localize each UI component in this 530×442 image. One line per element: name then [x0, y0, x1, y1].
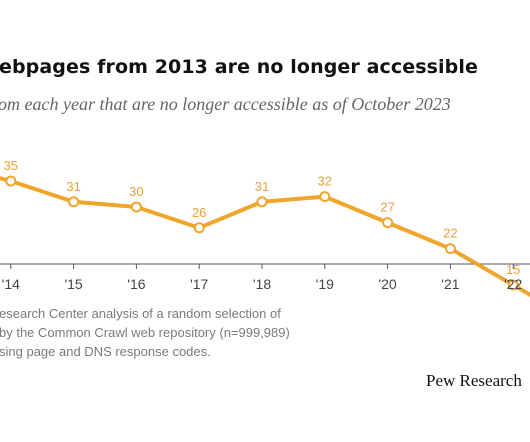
x-tick-label: '18: [253, 276, 271, 292]
x-tick-label: '14: [2, 276, 20, 292]
line-chart: 35 31 30 26 31 32 27 22 15 '14 '15 '16 '17 '18 '19 '20…: [0, 158, 530, 298]
x-tick-label: '15: [64, 276, 82, 292]
chart-title: ebpages from 2013 are no longer accessib…: [0, 56, 478, 78]
data-label: 32: [318, 174, 332, 189]
data-point: [68, 196, 80, 208]
data-label: 27: [380, 200, 394, 215]
data-labels: 35 31 30 26 31 32 27 22 15: [4, 158, 521, 277]
data-label: 31: [255, 179, 269, 194]
source-brand: Pew Research: [426, 371, 522, 390]
data-point: [444, 243, 456, 255]
x-tick-label: '16: [127, 276, 145, 292]
data-label: 26: [192, 205, 206, 220]
note-line-1: esearch Center analysis of a random sele…: [0, 306, 281, 321]
data-point: [382, 217, 394, 229]
chart-subtitle: om each year that are no longer accessib…: [0, 94, 451, 114]
note-line-2: by the Common Crawl web repository (n=99…: [0, 325, 290, 340]
data-point: [193, 222, 205, 234]
data-point: [507, 279, 519, 291]
x-tick-label: '19: [316, 276, 334, 292]
x-tick-label: '22: [504, 276, 522, 292]
data-point: [130, 201, 142, 213]
data-point: [5, 175, 17, 187]
x-axis-ticks: [10, 264, 514, 269]
data-label: 31: [66, 179, 80, 194]
data-point: [319, 191, 331, 203]
note-line-3: sing page and DNS response codes.: [0, 344, 211, 359]
data-label: 30: [129, 184, 143, 199]
data-label: 22: [443, 226, 457, 241]
x-tick-label: '17: [190, 276, 208, 292]
x-tick-labels: '14 '15 '16 '17 '18 '19 '20 '21 '22: [2, 276, 523, 292]
data-label: 15: [506, 262, 520, 277]
data-label: 35: [4, 158, 18, 173]
x-tick-label: '21: [441, 276, 459, 292]
data-point: [256, 196, 268, 208]
x-tick-label: '20: [378, 276, 396, 292]
data-points: [5, 175, 519, 291]
